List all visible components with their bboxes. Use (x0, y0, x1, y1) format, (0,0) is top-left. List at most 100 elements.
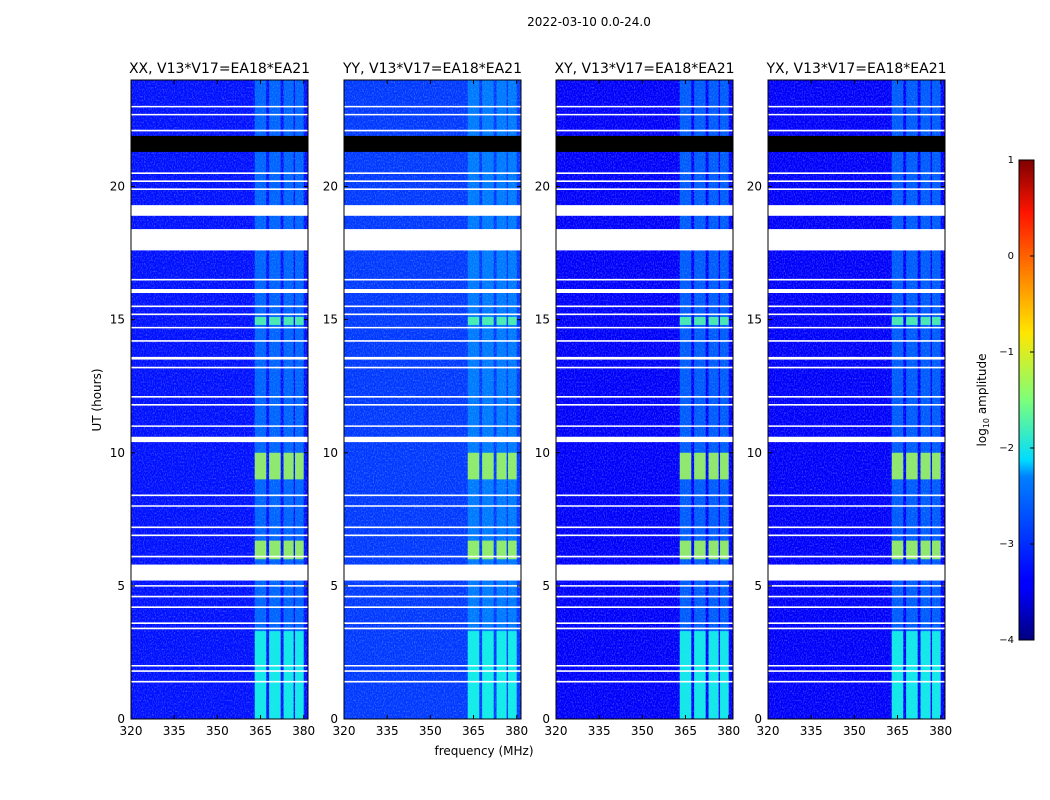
rfi-burst (295, 452, 304, 480)
y-tick-label: 5 (754, 579, 762, 593)
colorbar: 1 0 −1 −2 −3 −4 log10 amplitude (975, 155, 1035, 646)
flagged-interval (131, 436, 308, 443)
x-tick-label: 365 (674, 724, 697, 738)
rfi-burst (283, 540, 294, 560)
rfi-burst (932, 316, 941, 325)
colorbar-label: log10 amplitude (975, 354, 991, 447)
colorbar-gradient (1018, 159, 1035, 641)
rfi-burst (920, 452, 931, 480)
x-tick-label: 335 (163, 724, 186, 738)
rfi-burst (283, 452, 294, 480)
x-tick-label: 350 (419, 724, 442, 738)
rfi-burst (467, 540, 480, 560)
rfi-burst (269, 316, 281, 325)
flagged-interval (768, 229, 945, 251)
rfi-burst (906, 631, 918, 719)
x-tick-label: 320 (120, 724, 143, 738)
saturated-interval (344, 135, 521, 152)
rfi-band (508, 80, 517, 719)
rfi-burst (906, 452, 918, 480)
panel-noise-texture (768, 80, 945, 719)
panel-frame (343, 79, 522, 720)
rfi-burst (679, 316, 692, 325)
rfi-burst (508, 316, 517, 325)
rfi-burst (920, 540, 931, 560)
rfi-band (283, 80, 294, 719)
flagged-interval (344, 436, 521, 443)
rfi-burst (467, 316, 480, 325)
rfi-burst (269, 540, 281, 560)
rfi-burst (254, 540, 267, 560)
colorbar-tick-label: −4 (999, 635, 1014, 646)
flagged-interval (556, 229, 733, 251)
rfi-burst (932, 631, 941, 719)
rfi-burst (496, 631, 507, 719)
y-tick-label: 20 (110, 180, 125, 194)
rfi-burst (508, 631, 517, 719)
x-tick-label: 380 (505, 724, 528, 738)
rfi-burst (467, 452, 480, 480)
y-tick-label: 0 (754, 712, 762, 726)
panel-title: YX, V13*V17=EA18*EA21 (765, 61, 946, 77)
rfi-burst (254, 316, 267, 325)
rfi-burst (708, 452, 719, 480)
flagged-interval (556, 289, 733, 293)
rfi-burst (708, 631, 719, 719)
panel-title: YY, V13*V17=EA18*EA21 (342, 61, 522, 77)
flagged-interval (556, 564, 733, 581)
rfi-burst (496, 316, 507, 325)
x-tick-label: 335 (588, 724, 611, 738)
rfi-burst (694, 631, 706, 719)
colorbar-tick-label: −1 (999, 347, 1014, 358)
saturated-interval (131, 135, 308, 152)
rfi-burst (283, 631, 294, 719)
flagged-interval (131, 289, 308, 293)
y-tick-label: 20 (323, 180, 338, 194)
rfi-burst (679, 631, 692, 719)
rfi-burst (679, 452, 692, 480)
rfi-burst (891, 452, 904, 480)
x-tick-label: 350 (843, 724, 866, 738)
x-tick-label: 335 (800, 724, 823, 738)
x-tick-label: 335 (376, 724, 399, 738)
rfi-band (920, 80, 931, 719)
rfi-burst (679, 540, 692, 560)
rfi-burst (920, 316, 931, 325)
panel-title: XY, V13*V17=EA18*EA21 (554, 61, 734, 77)
x-tick-label: 365 (886, 724, 909, 738)
flagged-interval (556, 205, 733, 216)
rfi-burst (720, 540, 729, 560)
rfi-burst (482, 540, 494, 560)
panel-frame (555, 79, 734, 720)
rfi-burst (269, 631, 281, 719)
y-tick-label: 20 (747, 180, 762, 194)
flagged-interval (768, 205, 945, 216)
rfi-burst (932, 540, 941, 560)
panel-frame (767, 79, 946, 720)
rfi-burst (508, 540, 517, 560)
x-tick-label: 320 (333, 724, 356, 738)
flagged-interval (344, 289, 521, 293)
rfi-burst (720, 316, 729, 325)
rfi-burst (708, 316, 719, 325)
rfi-burst (482, 631, 494, 719)
y-tick-label: 5 (330, 579, 338, 593)
flagged-interval (768, 436, 945, 443)
x-tick-label: 380 (717, 724, 740, 738)
y-axis-label: UT (hours) (90, 368, 104, 431)
rfi-burst (906, 540, 918, 560)
y-tick-label: 10 (323, 446, 338, 460)
y-tick-label: 10 (110, 446, 125, 460)
rfi-burst (932, 452, 941, 480)
rfi-burst (720, 452, 729, 480)
x-tick-label: 320 (757, 724, 780, 738)
y-tick-label: 0 (117, 712, 125, 726)
y-tick-label: 20 (535, 180, 550, 194)
spectrogram-panels: XX, V13*V17=EA18*EA21 320 335 350 365 380 0 5 10… (110, 61, 952, 738)
rfi-burst (295, 316, 304, 325)
y-tick-label: 5 (542, 579, 550, 593)
y-tick-label: 15 (323, 313, 338, 327)
saturated-interval (768, 135, 945, 152)
colorbar-tick-label: 0 (1008, 251, 1014, 262)
